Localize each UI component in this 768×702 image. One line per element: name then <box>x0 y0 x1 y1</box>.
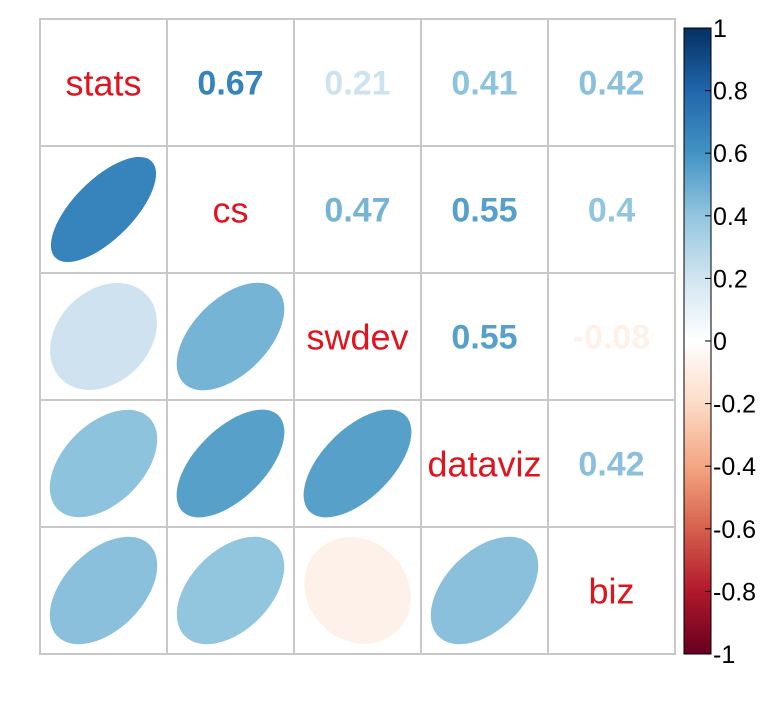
grid-cell <box>420 18 549 147</box>
colorbar-tick-label: 0.6 <box>713 140 748 168</box>
variable-label-swdev: swdev <box>306 317 408 358</box>
grid-cell <box>420 399 549 528</box>
colorbar-tick-label: -0.6 <box>713 516 756 544</box>
colorbar-tick-label: 0.2 <box>713 265 748 293</box>
variable-label-biz: biz <box>588 571 634 612</box>
correlation-value-stats-cs: 0.67 <box>197 65 263 103</box>
grid-cell <box>547 526 676 655</box>
colorbar-tick-label: -0.4 <box>713 453 756 481</box>
correlation-value-stats-swdev: 0.21 <box>324 65 390 103</box>
variable-label-stats: stats <box>65 63 141 104</box>
grid-cell <box>547 145 676 274</box>
correlation-value-stats-dataviz: 0.41 <box>451 65 517 103</box>
correlation-ellipse-swdev-cs <box>176 282 285 391</box>
grid-cell <box>420 272 549 401</box>
correlation-ellipse-biz-swdev <box>304 537 411 644</box>
colorbar-tick-label: -0.2 <box>713 391 756 419</box>
correlation-value-cs-dataviz: 0.55 <box>451 192 517 230</box>
colorbar-tick-label: -1 <box>713 641 735 669</box>
colorbar-tick-label: 0.4 <box>713 203 748 231</box>
correlation-ellipse-biz-stats <box>49 536 158 645</box>
correlation-ellipse-dataviz-cs <box>176 409 285 518</box>
correlation-ellipse-biz-dataviz <box>430 536 539 645</box>
correlation-ellipse-swdev-stats <box>50 283 157 390</box>
colorbar: 1 0.8 0.6 0.4 0.2 0 -0.2 -0.4 -0.6 -0.8 -1 <box>683 15 756 669</box>
correlation-value-stats-biz: 0.42 <box>578 65 644 103</box>
correlation-matrix: stats 0.67 0.21 0.41 0.42 cs 0.47 0.55 0.4 swdev 0… <box>39 18 676 655</box>
colorbar-tick-label: 0 <box>713 328 727 356</box>
correlation-value-cs-swdev: 0.47 <box>324 192 390 230</box>
grid-cell <box>293 145 422 274</box>
variable-label-dataviz: dataviz <box>427 444 541 485</box>
grid-cell <box>547 399 676 528</box>
correlation-value-cs-biz: 0.4 <box>588 192 635 230</box>
grid-cell <box>39 18 168 147</box>
correlation-ellipse-dataviz-stats <box>49 409 158 518</box>
colorbar-tick-label: -0.8 <box>713 578 756 606</box>
correlation-ellipse-cs-stats <box>50 156 157 263</box>
correlation-value-swdev-biz: -0.08 <box>573 319 651 357</box>
grid-cell <box>293 18 422 147</box>
grid-cell <box>166 18 295 147</box>
colorbar-tick-label: 0.8 <box>713 78 748 106</box>
variable-label-cs: cs <box>213 190 249 231</box>
correlation-value-swdev-dataviz: 0.55 <box>451 319 517 357</box>
correlation-value-dataviz-biz: 0.42 <box>578 446 644 484</box>
correlation-ellipse-dataviz-swdev <box>303 409 412 518</box>
correlation-ellipse-biz-cs <box>176 536 285 645</box>
colorbar-tick-label: 1 <box>713 15 727 43</box>
